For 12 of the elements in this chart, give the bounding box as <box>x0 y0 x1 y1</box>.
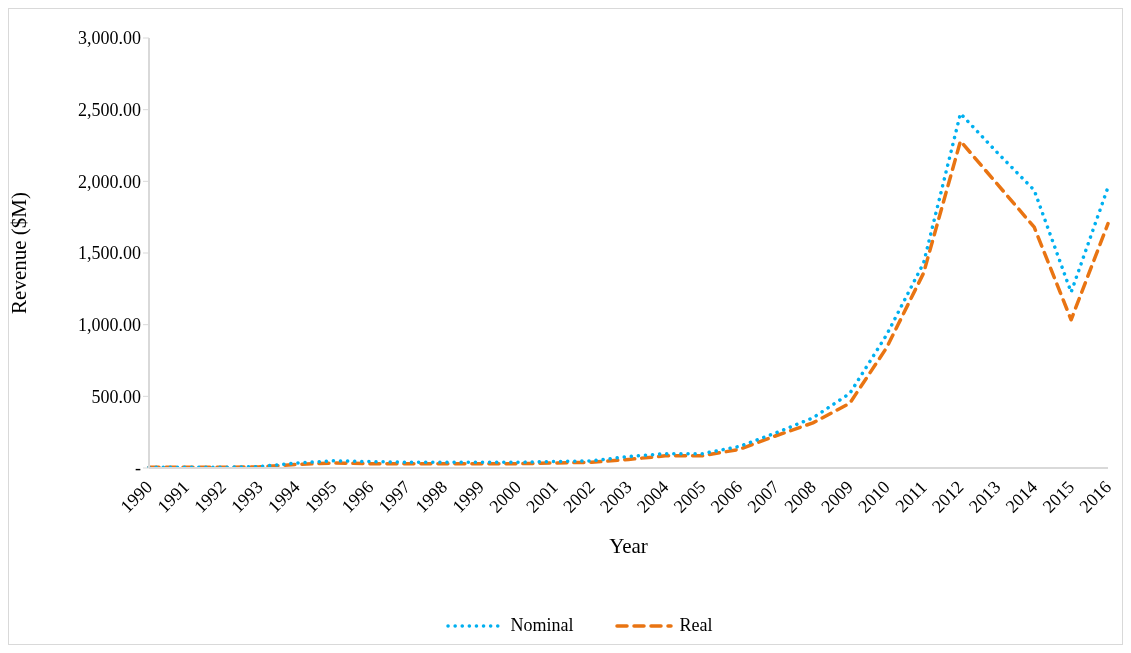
x-axis-title: Year <box>609 534 648 558</box>
y-tick-label: 2,500.00 <box>78 100 141 121</box>
y-tick-label: 2,000.00 <box>78 171 141 192</box>
y-tick-label: 500.00 <box>91 386 141 407</box>
y-tick-label: - <box>135 458 141 479</box>
y-axis-title: Revenue ($M) <box>7 192 32 314</box>
legend-label: Nominal <box>510 615 574 636</box>
x-tick-label: 2011 <box>891 476 931 517</box>
legend-label: Real <box>679 615 713 636</box>
y-tick-label: 3,000.00 <box>78 28 141 49</box>
y-tick-label: 1,500.00 <box>78 243 141 264</box>
y-tick-label: 1,000.00 <box>78 315 141 336</box>
